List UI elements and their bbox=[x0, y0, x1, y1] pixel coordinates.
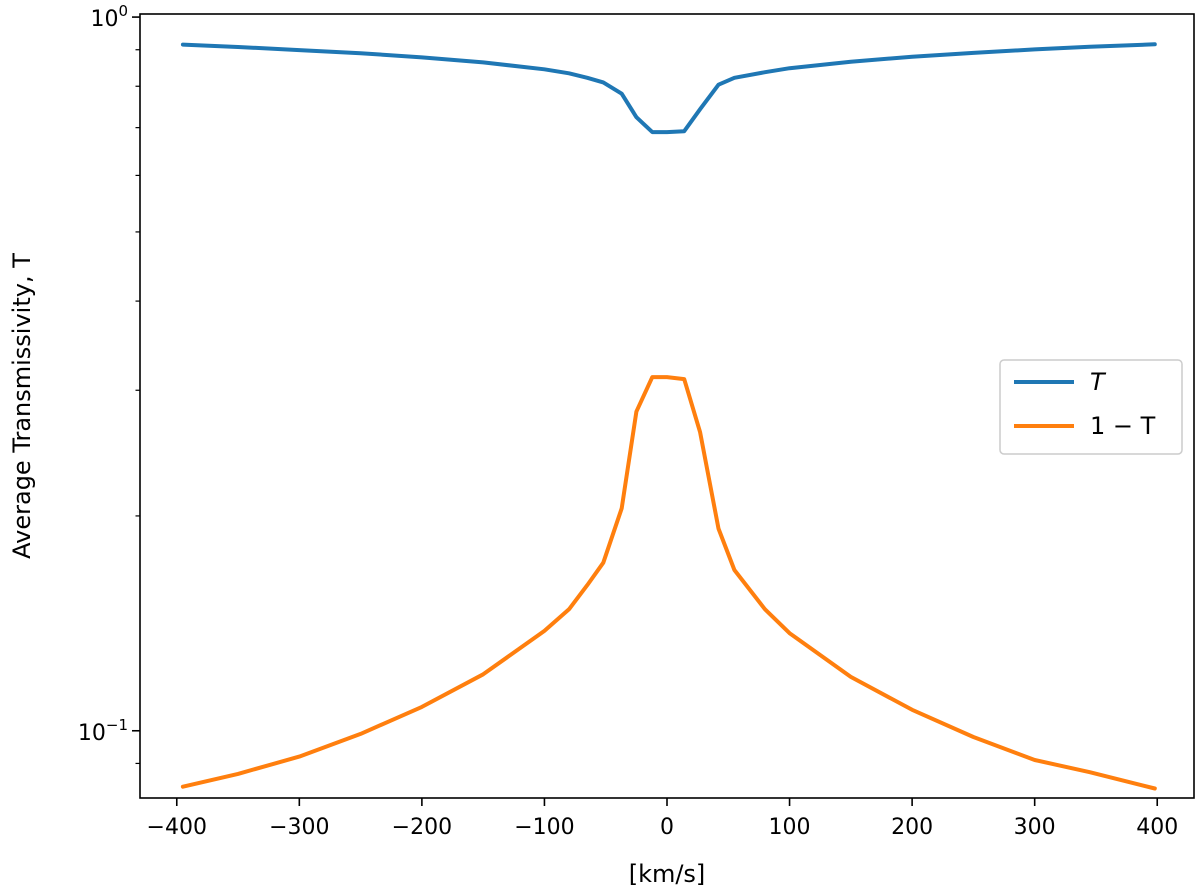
x-tick-label: −100 bbox=[514, 815, 574, 840]
series-line-one-minus-t bbox=[180, 375, 1157, 791]
x-axis-label: [km/s] bbox=[629, 860, 706, 888]
x-tick-label: 300 bbox=[1014, 815, 1056, 840]
x-tick-label: 200 bbox=[891, 815, 933, 840]
x-axis-ticks: −400 −300 −200 −100 0 100 200 300 400 bbox=[147, 798, 1178, 840]
series-line-t bbox=[180, 42, 1157, 135]
y-tick-label: 10−1 bbox=[78, 716, 128, 746]
x-tick-label: −300 bbox=[269, 815, 329, 840]
x-tick-label: 0 bbox=[660, 815, 674, 840]
legend-label-t: T bbox=[1090, 368, 1107, 396]
legend: T 1 − T bbox=[999, 359, 1183, 455]
y-axis-ticks: 100 10−1 bbox=[78, 2, 140, 765]
y-tick-label: 100 bbox=[90, 2, 128, 32]
series-layer bbox=[180, 42, 1157, 791]
x-tick-label: 400 bbox=[1136, 815, 1178, 840]
y-axis-label: Average Transmissivity, T bbox=[8, 253, 36, 559]
x-tick-label: 100 bbox=[769, 815, 811, 840]
legend-label-one-minus-t: 1 − T bbox=[1090, 412, 1156, 440]
x-tick-label: −200 bbox=[392, 815, 452, 840]
x-tick-label: −400 bbox=[147, 815, 207, 840]
